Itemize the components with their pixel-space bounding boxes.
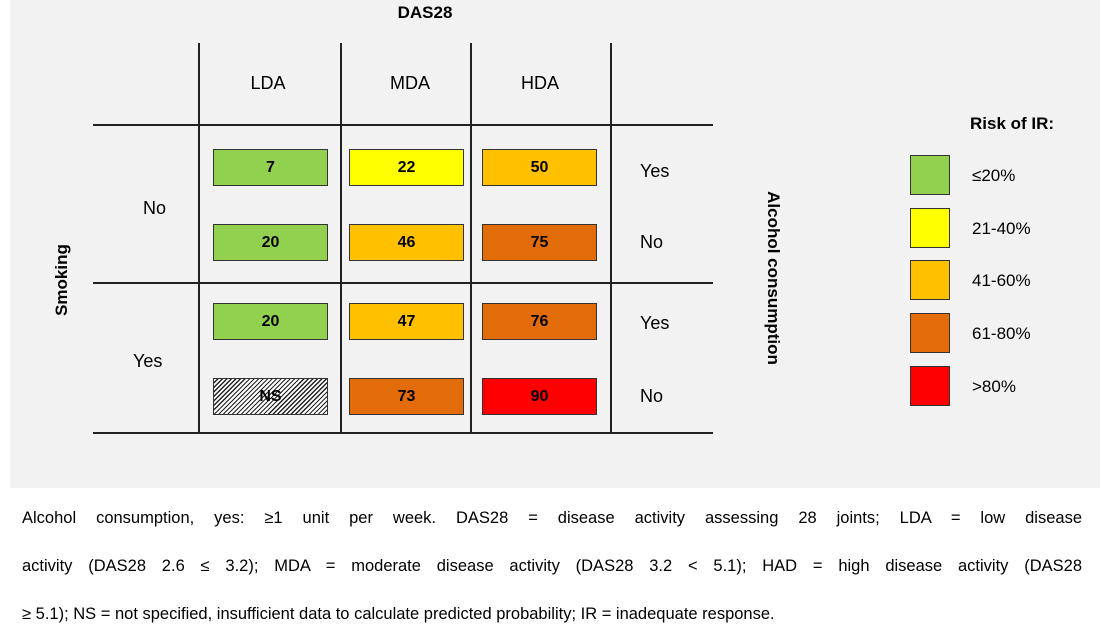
smoking-axis-label: Smoking xyxy=(52,244,71,316)
cell-no-smoking-alcohol-no-mda: 46 xyxy=(349,224,464,261)
legend-title: Risk of IR: xyxy=(970,114,1055,133)
column-header-mda: MDA xyxy=(390,73,430,93)
alcohol-row-label: No xyxy=(640,386,664,406)
grid-vline-1 xyxy=(198,43,200,433)
legend-label: 61-80% xyxy=(972,324,1031,343)
grid-hline-bottom xyxy=(93,432,713,434)
cell-no-smoking-alcohol-yes-mda: 22 xyxy=(349,149,464,186)
cell-smoking-alcohol-no-mda: 73 xyxy=(349,378,464,415)
smoking-group-no: No xyxy=(143,198,167,218)
cell-no-smoking-alcohol-no-hda: 75 xyxy=(482,224,597,261)
cell-no-smoking-alcohol-no-lda: 20 xyxy=(213,224,328,261)
grid-vline-4 xyxy=(610,43,612,433)
legend-swatch xyxy=(910,260,950,300)
caption-line: activity (DAS28 2.6 ≤ 3.2); MDA = modera… xyxy=(22,557,1082,575)
column-header-lda: LDA xyxy=(250,73,286,93)
cell-no-smoking-alcohol-yes-lda: 7 xyxy=(213,149,328,186)
grid-vline-2 xyxy=(340,43,342,433)
smoking-group-yes: Yes xyxy=(133,351,163,371)
figure-caption: Alcohol consumption, yes: ≥1 unit per we… xyxy=(22,506,1082,626)
legend-swatch xyxy=(910,208,950,248)
cell-smoking-alcohol-no-hda: 90 xyxy=(482,378,597,415)
legend-swatch xyxy=(910,155,950,195)
legend-swatch xyxy=(910,313,950,353)
cell-smoking-alcohol-no-lda: NS xyxy=(213,378,328,415)
cell-no-smoking-alcohol-yes-hda: 50 xyxy=(482,149,597,186)
caption-line: ≥ 5.1); NS = not specified, insufficient… xyxy=(22,605,775,623)
grid-vline-3 xyxy=(470,43,472,433)
alcohol-axis-label: Alcohol consumption xyxy=(764,191,783,365)
cell-smoking-alcohol-yes-lda: 20 xyxy=(213,303,328,340)
figure-title: DAS28 xyxy=(397,3,453,22)
alcohol-row-label: Yes xyxy=(640,313,670,333)
grid-hline-top xyxy=(93,124,713,126)
alcohol-row-label: No xyxy=(640,232,664,252)
alcohol-row-label: Yes xyxy=(640,161,670,181)
legend-swatch xyxy=(910,366,950,406)
legend-label: ≤20% xyxy=(972,166,1016,185)
grid-hline-middle xyxy=(93,282,713,284)
cell-smoking-alcohol-yes-hda: 76 xyxy=(482,303,597,340)
legend-label: >80% xyxy=(972,377,1016,396)
column-header-hda: HDA xyxy=(520,73,559,93)
legend-label: 41-60% xyxy=(972,271,1031,290)
caption-line: Alcohol consumption, yes: ≥1 unit per we… xyxy=(22,509,1082,527)
legend-label: 21-40% xyxy=(972,219,1031,238)
cell-smoking-alcohol-yes-mda: 47 xyxy=(349,303,464,340)
